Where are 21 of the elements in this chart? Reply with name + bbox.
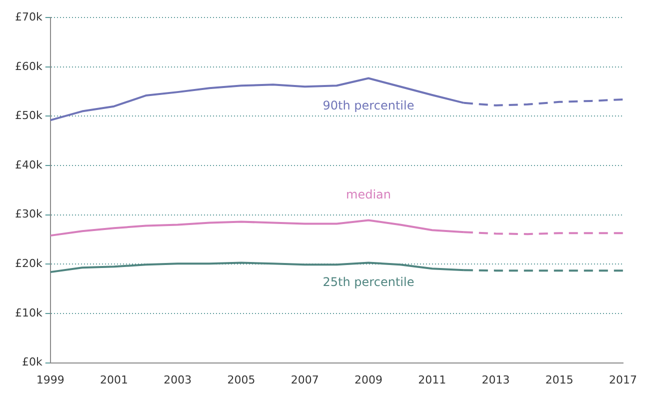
x-tick-label: 2003 [164, 373, 192, 386]
x-tick-label: 2015 [545, 373, 574, 386]
y-tick-label: £30k [14, 208, 43, 221]
x-tick-label: 2007 [290, 373, 319, 386]
y-tick-label: £40k [14, 158, 43, 172]
x-tick-label: 2009 [354, 373, 382, 386]
y-tick-label: £0k [22, 356, 43, 369]
x-tick-label: 1999 [36, 373, 64, 386]
y-tick-label: £60k [14, 60, 43, 73]
series-label: median [346, 187, 391, 202]
y-tick-label: £70k [14, 10, 43, 24]
y-tick-label: £20k [14, 257, 43, 270]
x-tick-label: 2005 [227, 373, 256, 386]
x-tick-label: 2001 [100, 373, 128, 386]
x-tick-label: 2017 [609, 373, 637, 386]
y-tick-label: £50k [14, 109, 43, 122]
series-label: 25th percentile [322, 274, 414, 289]
x-tick-label: 2013 [482, 373, 510, 386]
series-label: 90th percentile [322, 98, 414, 112]
y-tick-label: £10k [14, 306, 43, 320]
x-tick-label: 2011 [418, 373, 446, 386]
